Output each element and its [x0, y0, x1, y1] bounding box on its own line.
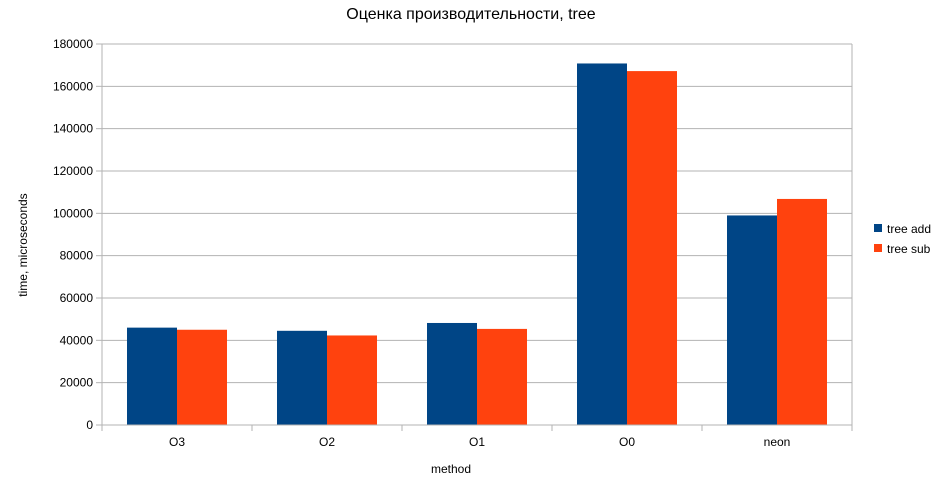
bar [277, 330, 327, 425]
bar [427, 322, 477, 425]
bar [477, 328, 527, 425]
legend-label: tree add [887, 222, 931, 236]
y-tick-label: 20000 [60, 376, 94, 390]
bar [327, 335, 377, 425]
x-tick-label: O3 [169, 435, 185, 449]
bar [627, 71, 677, 426]
legend: tree add tree sub [874, 222, 931, 256]
y-tick-label: 140000 [53, 122, 93, 136]
y-axis-label: time, microseconds [16, 193, 30, 296]
y-tick-label: 120000 [53, 164, 93, 178]
x-tick-label: O0 [619, 435, 635, 449]
bar [777, 198, 827, 425]
x-tick-label: neon [764, 435, 791, 449]
y-tick-label: 100000 [53, 206, 93, 220]
bar [177, 329, 227, 425]
bar [127, 327, 177, 425]
bars-layer [127, 63, 827, 426]
chart-title: Оценка производительности, tree [346, 6, 595, 23]
y-tick-labels: 0 20000 40000 60000 80000 100000 120000 140000 1… [53, 37, 93, 432]
legend-swatch [874, 244, 882, 252]
y-tick-label: 80000 [60, 249, 94, 263]
bar [727, 215, 777, 425]
y-tick-label: 0 [86, 418, 93, 432]
legend-label: tree sub [887, 242, 931, 256]
x-tick-labels: O3 O2 O1 O0 neon [169, 435, 790, 449]
y-tick-label: 160000 [53, 79, 93, 93]
y-tick-label: 60000 [60, 291, 94, 305]
x-tick-label: O1 [469, 435, 485, 449]
axes-layer [96, 43, 853, 431]
y-tick-label: 40000 [60, 333, 94, 347]
bar [577, 63, 627, 426]
x-axis-label: method [431, 462, 471, 476]
y-tick-label: 180000 [53, 37, 93, 51]
legend-swatch [874, 224, 882, 232]
x-tick-label: O2 [319, 435, 335, 449]
